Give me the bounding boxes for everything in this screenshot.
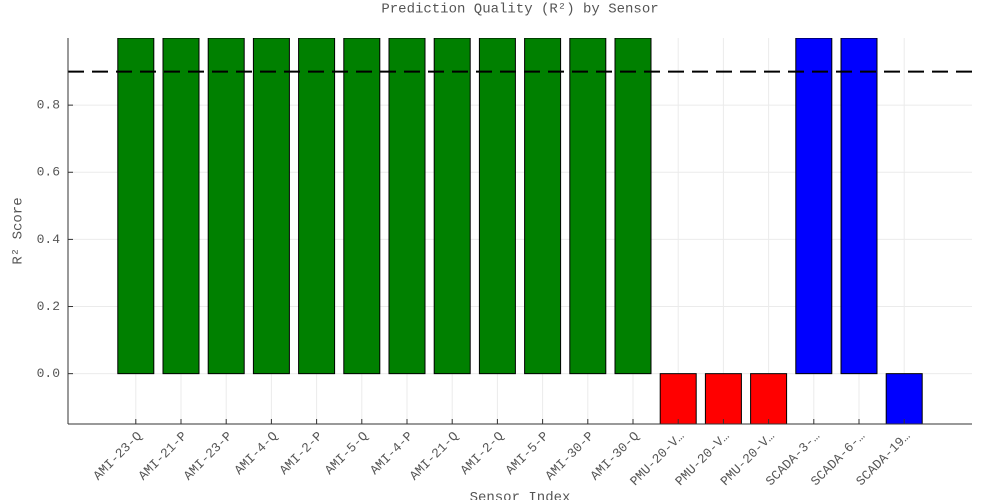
bar bbox=[433, 38, 471, 375]
x-tick-label: AMI-23-P bbox=[181, 429, 236, 484]
y-tick-label: 0.2 bbox=[37, 299, 60, 314]
bars bbox=[117, 38, 923, 424]
bar bbox=[704, 373, 742, 424]
bar bbox=[659, 373, 697, 424]
bar bbox=[840, 38, 878, 375]
y-tick-label: 0.8 bbox=[37, 98, 60, 113]
bar bbox=[252, 38, 290, 375]
bar bbox=[478, 38, 516, 375]
bar bbox=[117, 38, 155, 375]
y-tick-label: 0.4 bbox=[37, 232, 61, 247]
bar bbox=[524, 38, 562, 375]
x-tick-label: AMI-4-Q bbox=[231, 429, 280, 478]
bar bbox=[388, 38, 426, 375]
bar bbox=[298, 38, 336, 375]
bar bbox=[750, 373, 788, 424]
bar bbox=[207, 38, 245, 375]
bar bbox=[614, 38, 652, 375]
x-axis-label: Sensor Index bbox=[470, 490, 571, 500]
x-tick-label: AMI-2-Q bbox=[457, 429, 506, 478]
x-tick-label: AMI-5-Q bbox=[322, 429, 371, 478]
bar bbox=[569, 38, 607, 375]
bar bbox=[343, 38, 381, 375]
bar bbox=[885, 373, 923, 424]
overlay: AMI-23-QAMI-21-PAMI-23-PAMI-4-QAMI-2-PAM… bbox=[67, 38, 972, 489]
y-tick-label: 0.0 bbox=[37, 366, 60, 381]
bar bbox=[162, 38, 200, 375]
y-tick-label: 0.6 bbox=[37, 165, 60, 180]
y-axis-label: R² Score bbox=[11, 197, 27, 264]
bar bbox=[795, 38, 833, 375]
x-tick-label: AMI-21-Q bbox=[407, 429, 462, 484]
x-tick-label: AMI-2-P bbox=[277, 429, 326, 478]
chart-title: Prediction Quality (R²) by Sensor bbox=[381, 2, 658, 18]
